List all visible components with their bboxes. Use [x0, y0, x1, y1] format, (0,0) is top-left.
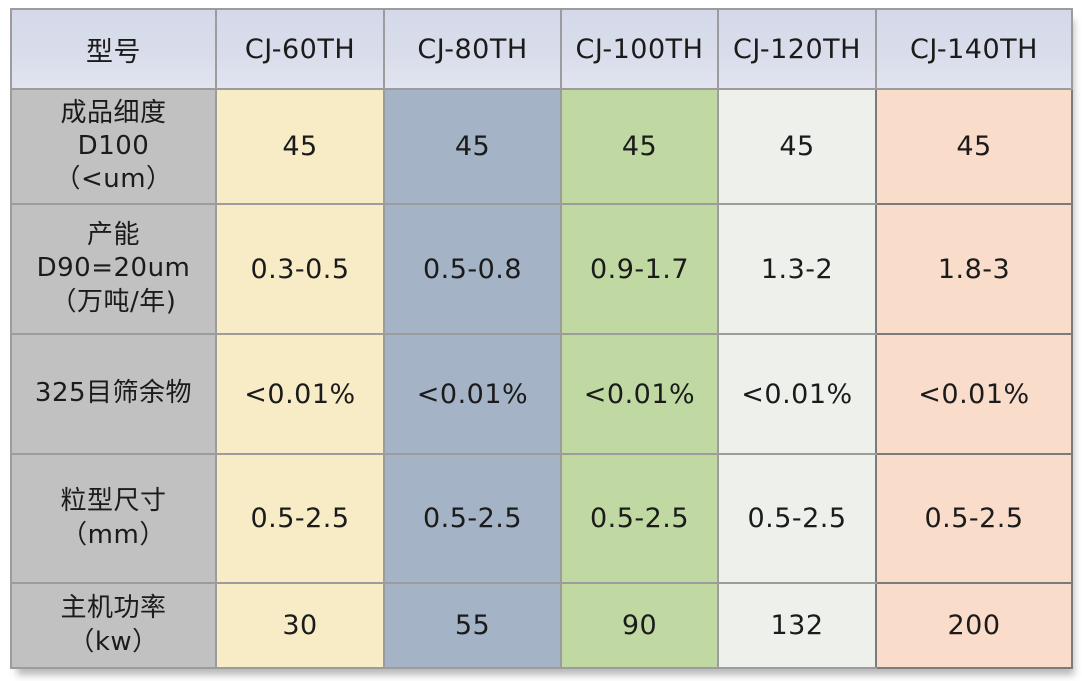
- spec-cell: <0.01%: [560, 333, 719, 455]
- spec-cell: 1.3-2: [717, 203, 877, 335]
- header-model-label: 型号: [10, 8, 217, 90]
- spec-cell: 0.5-2.5: [383, 453, 562, 584]
- row-label-particle-size: 粒型尺寸 （mm）: [10, 453, 217, 584]
- row-label-line: （<um）: [54, 164, 173, 195]
- spec-cell: 0.5-2.5: [215, 453, 385, 584]
- row-label-line: D100: [77, 130, 150, 161]
- row-label-line: 主机功率: [60, 593, 167, 624]
- column-header-cj-60th: CJ-60TH: [215, 8, 385, 90]
- spec-cell: 1.8-3: [875, 203, 1073, 335]
- spec-cell: 45: [215, 88, 385, 205]
- row-label-line: D90=20um: [36, 253, 191, 284]
- spec-cell: 200: [875, 582, 1073, 669]
- spec-cell: <0.01%: [383, 333, 562, 455]
- row-label-line: 粒型尺寸: [60, 486, 167, 517]
- spec-cell: 30: [215, 582, 385, 669]
- column-header-cj-120th: CJ-120TH: [717, 8, 877, 90]
- spec-cell: 0.5-0.8: [383, 203, 562, 335]
- row-label-line: 成品细度: [60, 97, 167, 128]
- table-row-residue: 325目筛余物 <0.01% <0.01% <0.01% <0.01% <0.0…: [10, 333, 1073, 455]
- column-header-cj-140th: CJ-140TH: [875, 8, 1073, 90]
- spec-cell: <0.01%: [717, 333, 877, 455]
- spec-cell: 45: [383, 88, 562, 205]
- spec-cell: 45: [717, 88, 877, 205]
- spec-cell: 55: [383, 582, 562, 669]
- row-label-power: 主机功率 （kw）: [10, 582, 217, 669]
- header-row: 型号 CJ-60TH CJ-80TH CJ-100TH CJ-120TH CJ-…: [10, 8, 1073, 90]
- spec-cell: <0.01%: [215, 333, 385, 455]
- table-row-particle-size: 粒型尺寸 （mm） 0.5-2.5 0.5-2.5 0.5-2.5 0.5-2.…: [10, 453, 1073, 584]
- spec-cell: 45: [560, 88, 719, 205]
- spec-cell: 0.5-2.5: [875, 453, 1073, 584]
- spec-cell: 0.5-2.5: [717, 453, 877, 584]
- row-label-line: （mm）: [61, 519, 166, 550]
- spec-cell: 45: [875, 88, 1073, 205]
- spec-cell: 0.9-1.7: [560, 203, 719, 335]
- spec-cell: 90: [560, 582, 719, 669]
- row-label-line: （kw）: [68, 626, 159, 657]
- spec-table: 型号 CJ-60TH CJ-80TH CJ-100TH CJ-120TH CJ-…: [10, 8, 1073, 669]
- table-row-power: 主机功率 （kw） 30 55 90 132 200: [10, 582, 1073, 669]
- spec-cell: <0.01%: [875, 333, 1073, 455]
- row-label-line: 325目筛余物: [34, 378, 193, 409]
- table-row-capacity: 产能 D90=20um （万吨/年) 0.3-0.5 0.5-0.8 0.9-1…: [10, 203, 1073, 335]
- spec-cell: 0.5-2.5: [560, 453, 719, 584]
- spec-cell: 132: [717, 582, 877, 669]
- row-label-residue: 325目筛余物: [10, 333, 217, 455]
- spec-cell: 0.3-0.5: [215, 203, 385, 335]
- row-label-line: 产能: [86, 220, 140, 251]
- row-label-line: （万吨/年): [50, 286, 177, 317]
- column-header-cj-80th: CJ-80TH: [383, 8, 562, 90]
- column-header-cj-100th: CJ-100TH: [560, 8, 719, 90]
- row-label-capacity: 产能 D90=20um （万吨/年): [10, 203, 217, 335]
- table-row-fineness: 成品细度 D100 （<um） 45 45 45 45 45: [10, 88, 1073, 205]
- row-label-fineness: 成品细度 D100 （<um）: [10, 88, 217, 205]
